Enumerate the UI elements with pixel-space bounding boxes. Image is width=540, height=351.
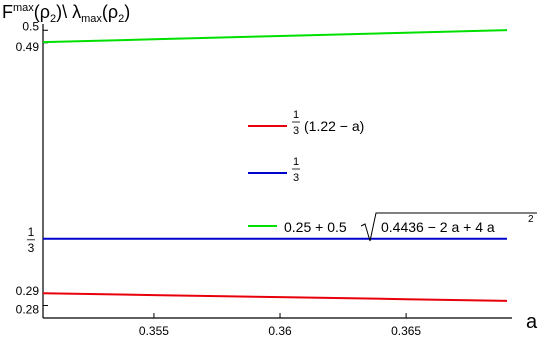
y-tick-label-numerator: 1 bbox=[28, 225, 35, 239]
legend-red-expr: (1.22 − a) bbox=[304, 118, 364, 134]
y-tick-label: 0.5 bbox=[22, 19, 39, 33]
x-tick-label: 0.36 bbox=[268, 324, 292, 338]
legend-blue-frac-num: 1 bbox=[293, 156, 299, 168]
legend-blue-frac-den: 3 bbox=[293, 172, 299, 184]
legend-green-sqrt: 0.4436 − 2 a + 4 a bbox=[381, 219, 495, 235]
legend-green-exp: 2 bbox=[528, 214, 534, 225]
y-tick-label-denominator: 3 bbox=[28, 241, 35, 255]
sqrt-radical bbox=[360, 212, 537, 242]
series-line-2 bbox=[42, 29, 508, 44]
x-axis-label: a bbox=[526, 311, 538, 333]
series-line-0 bbox=[42, 292, 508, 302]
y-axis-label: Fmax(ρ2)\ λmax(ρ2) bbox=[2, 2, 130, 25]
legend: 1 3 (1.22 − a) 1 3 0.25 + 0.5 0.4436 − 2… bbox=[248, 109, 537, 242]
legend-red-frac-num: 1 bbox=[293, 109, 299, 121]
y-tick-label: 0.28 bbox=[16, 302, 40, 316]
y-tick-label: 0.49 bbox=[16, 40, 40, 54]
legend-green-expr: 0.25 + 0.5 bbox=[284, 219, 347, 235]
x-tick-label: 0.355 bbox=[139, 324, 169, 338]
y-tick-label: 0.29 bbox=[16, 284, 40, 298]
x-tick-label: 0.365 bbox=[391, 324, 421, 338]
legend-red-frac-den: 3 bbox=[293, 125, 299, 137]
